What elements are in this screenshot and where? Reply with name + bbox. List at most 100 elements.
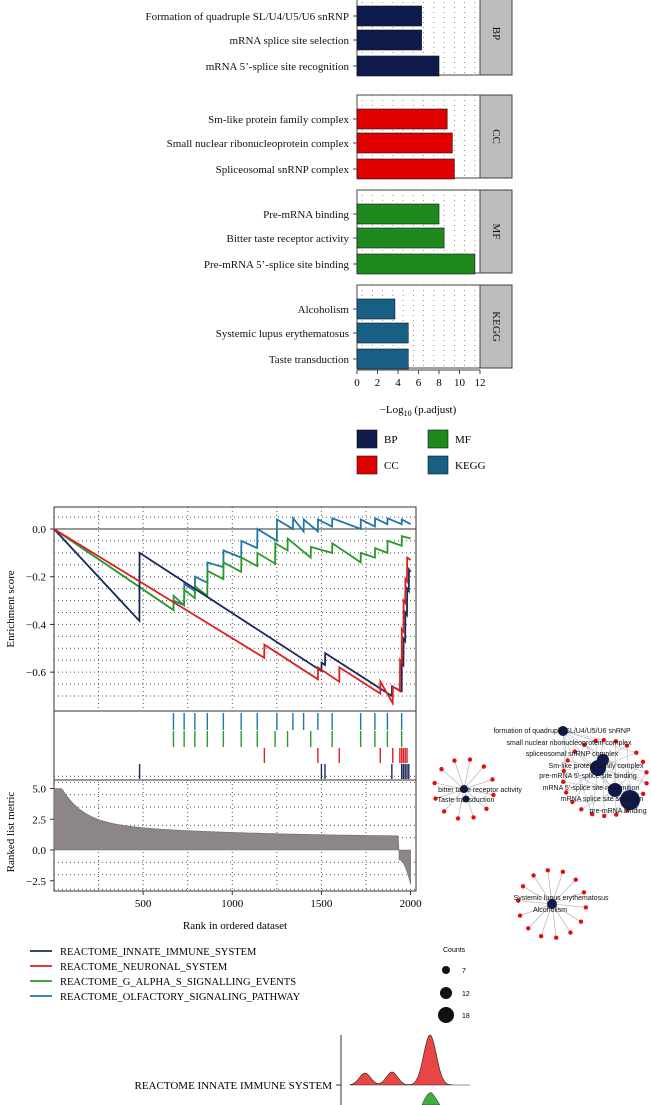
gene-node — [554, 935, 559, 940]
enrichment-bar-chart: BP Formation of quadruple SL/U4/U5/U6 snR… — [146, 0, 513, 475]
network-edge — [551, 903, 557, 938]
y-tick-label: 0.0 — [32, 845, 46, 857]
gene-node — [583, 905, 589, 910]
y-tick-label: 0.0 — [32, 524, 46, 536]
network-edge — [584, 744, 631, 801]
bar — [356, 348, 409, 370]
term-label: spliceosomal snRNP complex — [526, 751, 619, 758]
gene-node — [452, 758, 457, 763]
x-tick-label: 10 — [454, 377, 466, 389]
network-edge — [551, 892, 585, 905]
x-tick-label: 1500 — [310, 898, 333, 910]
term-label: Sm-like protein family complex — [549, 763, 644, 770]
term-label: bitter taste receptor activity — [438, 787, 522, 794]
facet-cc: CC Sm-like protein family complex Small nu… — [167, 94, 513, 180]
gene-node — [573, 877, 578, 882]
term-label: Taste transduction — [438, 797, 495, 804]
gene-node — [634, 750, 639, 755]
gene-node — [614, 812, 619, 817]
gene-node — [515, 898, 521, 903]
facet-label: KEGG — [490, 311, 502, 342]
term-label: mRNA splice site selection — [561, 796, 644, 803]
legend-swatch — [356, 455, 378, 475]
gene-node — [624, 743, 630, 748]
legend-label: CC — [384, 460, 399, 472]
bar — [356, 55, 440, 77]
ridge-density — [349, 1034, 470, 1086]
gene-node — [467, 757, 473, 762]
term-label: small nuclear ribonucleoprotein complex — [507, 740, 632, 747]
size-legend-dot — [440, 987, 452, 999]
network-edge — [602, 759, 647, 773]
legend-swatch — [356, 429, 378, 449]
term-label: Systemic lupus erythematosus — [514, 895, 609, 902]
category-label: Formation of quadruple SL/U4/U5/U6 snRNP — [146, 11, 350, 23]
network-edge — [527, 903, 553, 929]
gene-node — [561, 768, 566, 774]
gene-node — [613, 739, 619, 744]
gene-node — [644, 770, 649, 775]
gene-node — [570, 799, 575, 805]
y-tick-label: −0.6 — [26, 667, 46, 679]
network-edge — [463, 759, 471, 790]
legend-label: REACTOME_INNATE_IMMUNE_SYSTEM — [60, 947, 257, 958]
x-axis-label-sub: 10 — [404, 409, 412, 418]
gene-node — [644, 781, 649, 786]
term-node — [608, 783, 622, 797]
ridgeline-plot: REACTOME INNATE IMMUNE SYSTEM — [135, 1034, 470, 1105]
ridge-row-label: REACTOME INNATE IMMUNE SYSTEM — [135, 1080, 333, 1092]
gene-node — [520, 884, 526, 889]
x-tick-label: 8 — [436, 377, 442, 389]
category-label: Bitter taste receptor activity — [227, 233, 350, 245]
category-label: Taste transduction — [269, 354, 350, 366]
gene-node — [531, 873, 536, 878]
size-legend-label: 7 — [462, 968, 466, 975]
term-node — [558, 726, 568, 736]
es-panel-frame — [53, 506, 417, 712]
network-edge — [562, 730, 604, 741]
network-edge — [435, 788, 465, 799]
bar — [356, 132, 453, 154]
gene-concept-network: formation of quadruple SL/U4/U5/U6 snRNP… — [432, 726, 649, 1023]
network-edge — [540, 903, 553, 937]
category-label: Pre-mRNA binding — [263, 209, 349, 221]
series-line-galpha — [53, 528, 411, 612]
network-edge — [463, 788, 487, 810]
network-edge — [463, 779, 493, 790]
term-node — [597, 754, 609, 766]
y-tick-label: −0.4 — [26, 619, 46, 631]
facet-label: MF — [490, 224, 502, 240]
term-label: pre-mRNA 5'-splice site binding — [539, 773, 637, 780]
term-label: formation of quadruple SL/U4/U5/U6 snRNP — [493, 728, 631, 735]
network-edge — [463, 766, 485, 790]
network-edge — [547, 870, 553, 905]
gsea-plot: 0.0 −0.2 −0.4 −0.6 Enrichment score 5.0 2.5 0.0… — [5, 506, 423, 1003]
network-edge — [597, 767, 647, 784]
gene-node — [563, 790, 569, 795]
network-edge — [551, 903, 582, 923]
legend-label: REACTOME_OLFACTORY_SIGNALING_PATHWAY — [60, 992, 301, 1003]
x-axis-label: −Log10 (p.adjust) — [380, 404, 457, 418]
gene-node — [561, 779, 566, 785]
x-tick-label: 6 — [416, 377, 422, 389]
network-edge — [563, 781, 616, 791]
x-axis-label: Rank in ordered dataset — [183, 920, 287, 932]
x-tick-label: 2000 — [400, 898, 423, 910]
x-tick-label: 2 — [375, 377, 381, 389]
network-edge — [533, 875, 553, 905]
category-label: Alcoholism — [298, 304, 350, 316]
bar — [356, 158, 455, 180]
x-axis: 0 2 4 6 8 10 12−Log10 (p.adjust) — [354, 369, 486, 418]
network-edge — [551, 871, 564, 905]
gene-node — [433, 796, 438, 801]
legend-label: MF — [455, 434, 471, 446]
network-edge — [454, 760, 465, 790]
term-node — [460, 785, 468, 793]
x-tick-label: 4 — [395, 377, 401, 389]
bar — [356, 322, 409, 344]
x-tick-label: 1000 — [221, 898, 244, 910]
term-node — [462, 795, 470, 803]
gene-node — [565, 758, 570, 763]
gene-node — [601, 813, 607, 819]
ranked-y-axis-label: Ranked list metric — [5, 792, 17, 873]
